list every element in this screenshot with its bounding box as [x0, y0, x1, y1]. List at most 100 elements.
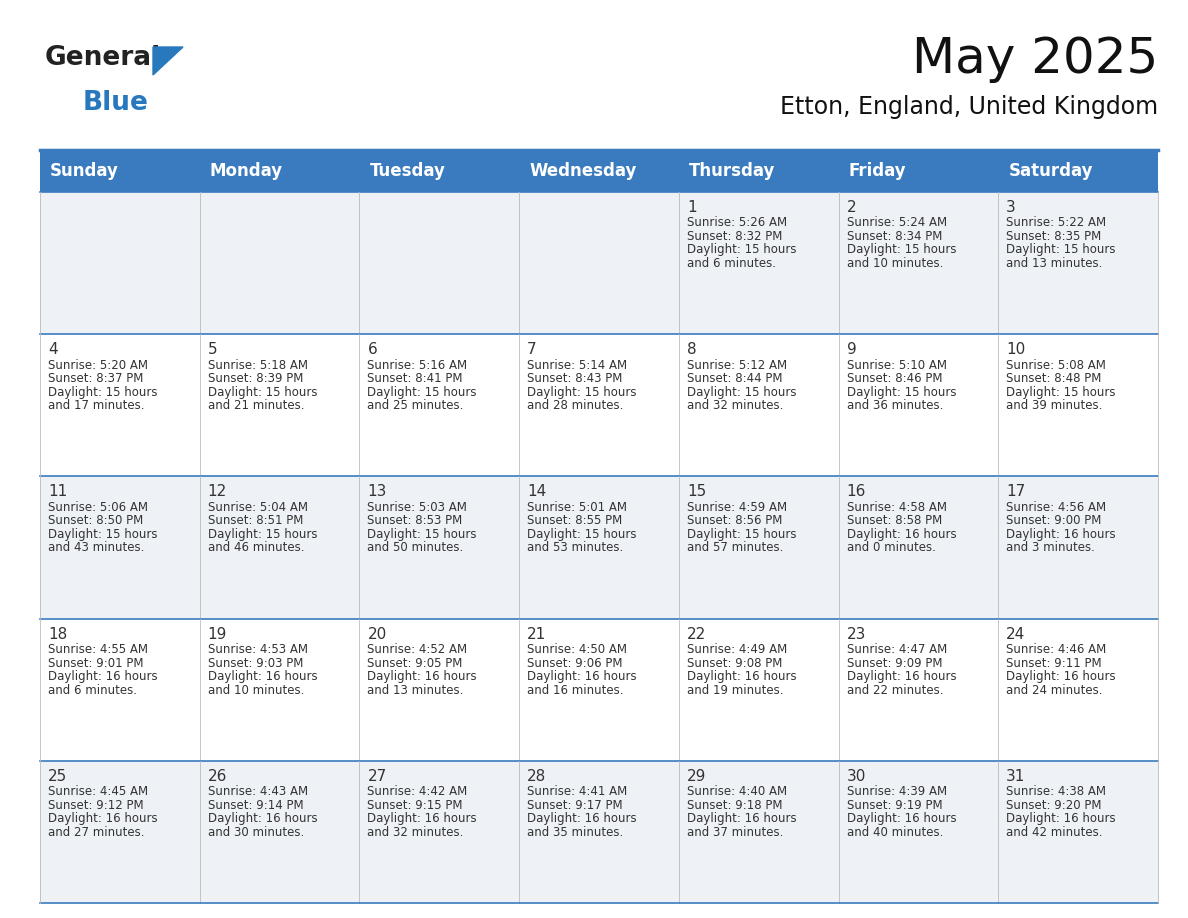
Text: Sunday: Sunday: [50, 162, 119, 180]
Bar: [40, 476, 1158, 619]
Text: Sunset: 8:32 PM: Sunset: 8:32 PM: [687, 230, 782, 243]
Text: Sunrise: 4:46 AM: Sunrise: 4:46 AM: [1006, 644, 1106, 656]
Text: Sunset: 9:19 PM: Sunset: 9:19 PM: [847, 799, 942, 812]
Text: 6: 6: [367, 342, 377, 357]
Text: Daylight: 15 hours: Daylight: 15 hours: [687, 528, 796, 541]
Text: Sunrise: 4:52 AM: Sunrise: 4:52 AM: [367, 644, 468, 656]
Text: Daylight: 16 hours: Daylight: 16 hours: [1006, 670, 1116, 683]
Bar: [40, 619, 1158, 761]
Text: Daylight: 16 hours: Daylight: 16 hours: [687, 670, 796, 683]
Text: and 35 minutes.: and 35 minutes.: [527, 826, 624, 839]
Text: Daylight: 16 hours: Daylight: 16 hours: [847, 812, 956, 825]
Text: Sunrise: 5:04 AM: Sunrise: 5:04 AM: [208, 501, 308, 514]
Text: and 13 minutes.: and 13 minutes.: [1006, 257, 1102, 270]
Text: Sunrise: 5:20 AM: Sunrise: 5:20 AM: [48, 359, 148, 372]
Text: Sunrise: 4:56 AM: Sunrise: 4:56 AM: [1006, 501, 1106, 514]
Text: and 19 minutes.: and 19 minutes.: [687, 684, 783, 697]
Polygon shape: [153, 47, 183, 75]
Text: Sunrise: 4:59 AM: Sunrise: 4:59 AM: [687, 501, 786, 514]
Text: 14: 14: [527, 485, 546, 499]
Text: 25: 25: [48, 768, 68, 784]
Text: Daylight: 15 hours: Daylight: 15 hours: [367, 386, 476, 398]
Text: 7: 7: [527, 342, 537, 357]
Text: Daylight: 15 hours: Daylight: 15 hours: [687, 386, 796, 398]
Text: Sunset: 8:41 PM: Sunset: 8:41 PM: [367, 372, 463, 386]
Bar: [40, 761, 1158, 903]
Text: Daylight: 15 hours: Daylight: 15 hours: [847, 243, 956, 256]
Text: and 42 minutes.: and 42 minutes.: [1006, 826, 1102, 839]
Text: Sunrise: 5:16 AM: Sunrise: 5:16 AM: [367, 359, 468, 372]
Text: Sunrise: 5:03 AM: Sunrise: 5:03 AM: [367, 501, 467, 514]
Text: Sunrise: 4:45 AM: Sunrise: 4:45 AM: [48, 785, 148, 799]
Text: Daylight: 15 hours: Daylight: 15 hours: [1006, 386, 1116, 398]
Bar: [40, 150, 1158, 192]
Text: Sunset: 9:15 PM: Sunset: 9:15 PM: [367, 799, 463, 812]
Text: Sunset: 8:50 PM: Sunset: 8:50 PM: [48, 514, 144, 528]
Text: Sunset: 9:00 PM: Sunset: 9:00 PM: [1006, 514, 1101, 528]
Text: Sunrise: 5:24 AM: Sunrise: 5:24 AM: [847, 217, 947, 230]
Bar: [40, 192, 1158, 334]
Text: 16: 16: [847, 485, 866, 499]
Text: Sunset: 8:56 PM: Sunset: 8:56 PM: [687, 514, 782, 528]
Text: 24: 24: [1006, 627, 1025, 642]
Text: 29: 29: [687, 768, 706, 784]
Text: Sunset: 9:20 PM: Sunset: 9:20 PM: [1006, 799, 1101, 812]
Text: Sunrise: 4:53 AM: Sunrise: 4:53 AM: [208, 644, 308, 656]
Text: and 40 minutes.: and 40 minutes.: [847, 826, 943, 839]
Text: Sunrise: 4:41 AM: Sunrise: 4:41 AM: [527, 785, 627, 799]
Text: Sunrise: 4:49 AM: Sunrise: 4:49 AM: [687, 644, 788, 656]
Text: and 6 minutes.: and 6 minutes.: [687, 257, 776, 270]
Text: Daylight: 16 hours: Daylight: 16 hours: [367, 812, 478, 825]
Text: Sunrise: 5:26 AM: Sunrise: 5:26 AM: [687, 217, 786, 230]
Text: 22: 22: [687, 627, 706, 642]
Text: and 39 minutes.: and 39 minutes.: [1006, 399, 1102, 412]
Text: and 27 minutes.: and 27 minutes.: [48, 826, 145, 839]
Text: 17: 17: [1006, 485, 1025, 499]
Text: Sunrise: 5:12 AM: Sunrise: 5:12 AM: [687, 359, 786, 372]
Text: Sunset: 8:39 PM: Sunset: 8:39 PM: [208, 372, 303, 386]
Text: Saturday: Saturday: [1009, 162, 1093, 180]
Text: Sunrise: 5:10 AM: Sunrise: 5:10 AM: [847, 359, 947, 372]
Text: Daylight: 15 hours: Daylight: 15 hours: [48, 386, 158, 398]
Text: and 50 minutes.: and 50 minutes.: [367, 542, 463, 554]
Text: Sunset: 9:14 PM: Sunset: 9:14 PM: [208, 799, 303, 812]
Text: Sunset: 9:09 PM: Sunset: 9:09 PM: [847, 656, 942, 669]
Text: Sunset: 8:58 PM: Sunset: 8:58 PM: [847, 514, 942, 528]
Text: 26: 26: [208, 768, 227, 784]
Text: Sunset: 8:43 PM: Sunset: 8:43 PM: [527, 372, 623, 386]
Text: and 10 minutes.: and 10 minutes.: [208, 684, 304, 697]
Text: Thursday: Thursday: [689, 162, 776, 180]
Text: Sunset: 9:08 PM: Sunset: 9:08 PM: [687, 656, 782, 669]
Text: Sunset: 8:37 PM: Sunset: 8:37 PM: [48, 372, 144, 386]
Text: Daylight: 16 hours: Daylight: 16 hours: [527, 812, 637, 825]
Text: Daylight: 15 hours: Daylight: 15 hours: [527, 386, 637, 398]
Text: and 37 minutes.: and 37 minutes.: [687, 826, 783, 839]
Text: Sunset: 8:48 PM: Sunset: 8:48 PM: [1006, 372, 1101, 386]
Text: 30: 30: [847, 768, 866, 784]
Text: 18: 18: [48, 627, 68, 642]
Text: 23: 23: [847, 627, 866, 642]
Text: Daylight: 15 hours: Daylight: 15 hours: [1006, 243, 1116, 256]
Text: Sunrise: 5:22 AM: Sunrise: 5:22 AM: [1006, 217, 1106, 230]
Text: Sunrise: 5:08 AM: Sunrise: 5:08 AM: [1006, 359, 1106, 372]
Text: Daylight: 15 hours: Daylight: 15 hours: [527, 528, 637, 541]
Text: Sunrise: 4:43 AM: Sunrise: 4:43 AM: [208, 785, 308, 799]
Text: Blue: Blue: [83, 90, 148, 116]
Text: Sunset: 8:55 PM: Sunset: 8:55 PM: [527, 514, 623, 528]
Text: and 3 minutes.: and 3 minutes.: [1006, 542, 1095, 554]
Text: and 53 minutes.: and 53 minutes.: [527, 542, 624, 554]
Text: 1: 1: [687, 200, 696, 215]
Text: and 17 minutes.: and 17 minutes.: [48, 399, 145, 412]
Text: and 13 minutes.: and 13 minutes.: [367, 684, 463, 697]
Text: 3: 3: [1006, 200, 1016, 215]
Text: Daylight: 15 hours: Daylight: 15 hours: [208, 528, 317, 541]
Text: and 25 minutes.: and 25 minutes.: [367, 399, 463, 412]
Text: Wednesday: Wednesday: [529, 162, 637, 180]
Text: Sunset: 9:03 PM: Sunset: 9:03 PM: [208, 656, 303, 669]
Text: Daylight: 16 hours: Daylight: 16 hours: [1006, 528, 1116, 541]
Text: Sunset: 9:12 PM: Sunset: 9:12 PM: [48, 799, 144, 812]
Text: Friday: Friday: [848, 162, 906, 180]
Text: Daylight: 15 hours: Daylight: 15 hours: [367, 528, 476, 541]
Text: Sunrise: 4:50 AM: Sunrise: 4:50 AM: [527, 644, 627, 656]
Text: 15: 15: [687, 485, 706, 499]
